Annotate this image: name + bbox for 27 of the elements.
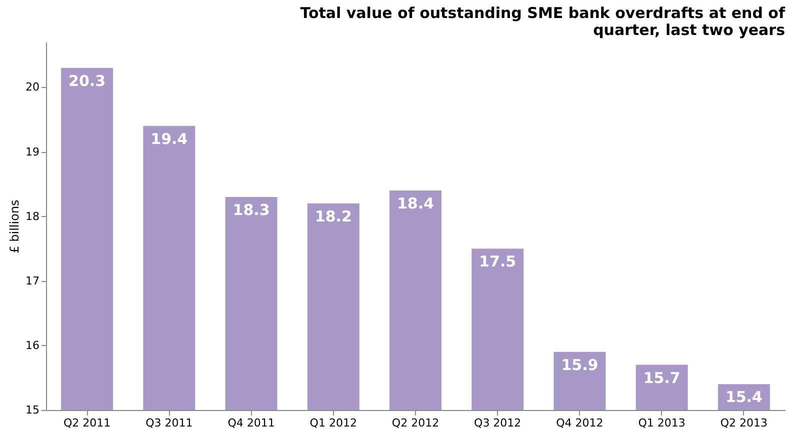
data-label: 18.4 — [396, 194, 434, 212]
data-label: 15.9 — [561, 356, 598, 374]
data-label: 15.7 — [643, 368, 680, 387]
y-tick-label: 18 — [26, 210, 40, 223]
x-tick-label: Q2 2011 — [63, 416, 111, 430]
text: Total value of outstanding SME bank overdrafts at end of — [300, 4, 785, 22]
data-label: 20.3 — [68, 72, 106, 90]
data-label: 19.4 — [150, 130, 188, 148]
x-tick-label: Q1 2012 — [310, 416, 357, 430]
data-label: 18.3 — [232, 200, 270, 219]
data-label: 17.5 — [479, 252, 516, 271]
x-tick-label: Q2 2013 — [720, 416, 768, 430]
y-tick-label: 19 — [26, 145, 40, 158]
x-tick-label: Q3 2012 — [474, 416, 522, 430]
y-tick-label: 16 — [26, 338, 40, 352]
y-tick-label: 15 — [26, 404, 40, 416]
x-tick-label: Q2 2012 — [392, 416, 440, 430]
x-tick-label: Q4 2012 — [556, 416, 604, 430]
data-label: 15.4 — [725, 388, 762, 406]
y-tick-label: 20 — [26, 80, 40, 94]
x-tick-label: Q3 2011 — [146, 416, 193, 430]
data-label: 18.2 — [314, 207, 352, 226]
x-tick-label: Q4 2011 — [228, 416, 275, 430]
y-axis-title: £ billions — [8, 200, 22, 254]
y-tick-label: 17 — [26, 274, 40, 288]
text: quarter, last two years — [593, 21, 785, 39]
x-tick-label: Q1 2013 — [638, 416, 686, 430]
